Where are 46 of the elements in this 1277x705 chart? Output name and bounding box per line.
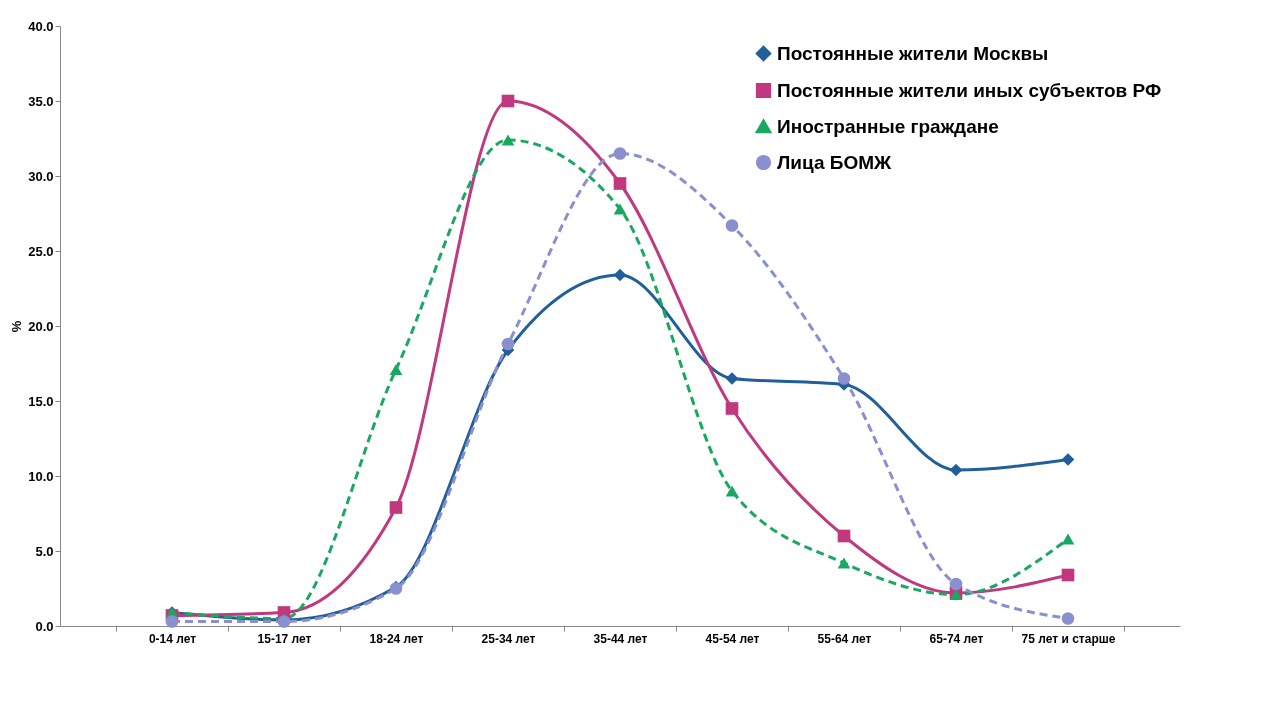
y-tick-label: 35.0 (28, 93, 54, 109)
point (613, 177, 627, 190)
y-tick-label: 0.0 (35, 618, 54, 634)
point (725, 372, 739, 385)
x-tick-label: 25-34 лет (481, 631, 536, 646)
point (837, 529, 851, 543)
x-tick-label: 18-24 лет (369, 631, 424, 646)
y-tick-label: 5.0 (35, 543, 54, 559)
point (389, 501, 403, 514)
y-axis-title: % (9, 320, 25, 333)
y-tick-label: 15.0 (28, 393, 54, 409)
x-tick-label: 45-54 лет (705, 631, 760, 646)
x-tick-label: 0-14 лет (148, 631, 197, 646)
point (501, 134, 515, 146)
x-tick-label: 35-44 лет (593, 631, 648, 646)
legend-label: Постоянные жители иных субъектов РФ (777, 79, 1162, 101)
point (949, 463, 963, 477)
point (613, 268, 627, 282)
point (501, 337, 515, 351)
x-tick-label: 65-74 лет (929, 631, 984, 646)
point (165, 615, 179, 628)
point (501, 94, 515, 108)
point (613, 147, 627, 160)
y-tick-label: 10.0 (28, 468, 54, 484)
y-tick-label: 20.0 (28, 318, 54, 334)
legend-label: Лица БОМЖ (777, 151, 893, 173)
point (837, 557, 851, 569)
x-tick-label: 75 лет и старше (1021, 631, 1116, 646)
point (1061, 568, 1075, 582)
point (389, 364, 403, 375)
point (613, 203, 627, 215)
point (725, 219, 739, 232)
y-tick-label: 25.0 (28, 243, 54, 259)
legend-label: Иностранные граждане (777, 115, 999, 137)
x-tick-label: 55-64 лет (817, 631, 872, 646)
y-tick-label: 40.0 (28, 18, 54, 34)
point (837, 372, 851, 385)
legend-label: Постоянные жители Москвы (777, 42, 1049, 64)
point (1061, 533, 1075, 545)
point (1061, 612, 1075, 625)
point (725, 485, 739, 497)
point (725, 402, 739, 415)
point (949, 577, 963, 591)
x-tick-label: 15-17 лет (257, 631, 312, 646)
point (1061, 453, 1075, 466)
y-tick-label: 30.0 (28, 168, 54, 184)
